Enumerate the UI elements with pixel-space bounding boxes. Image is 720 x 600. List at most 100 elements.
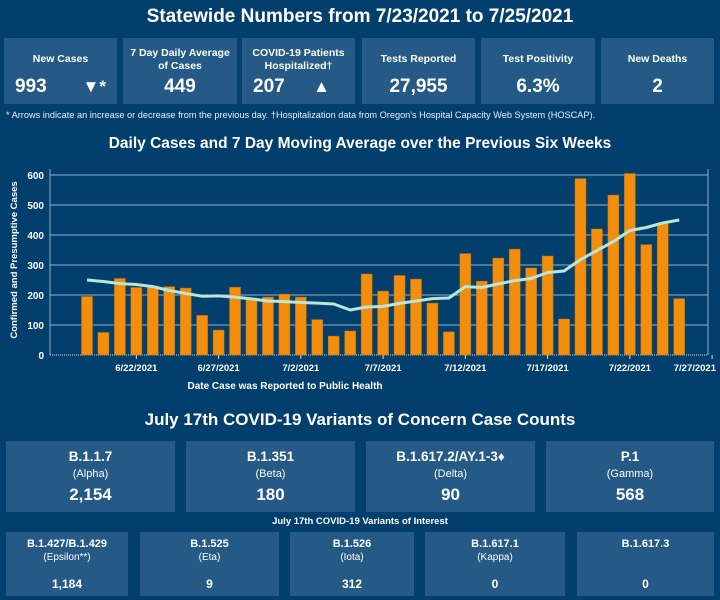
bar	[163, 286, 175, 356]
bar	[640, 244, 653, 356]
card-label: New Deaths	[627, 53, 688, 65]
y-axis-title: Confirmed and Presumptive Cases	[9, 181, 20, 338]
card-label: 7 Day Daily Average of Cases	[130, 46, 230, 72]
variant-count: 312	[341, 577, 363, 591]
card-value: 27,955	[389, 76, 448, 97]
variant-count: 0	[491, 577, 499, 591]
variant-of-interest-card: B.1.526 (Iota) 312	[290, 532, 414, 596]
card-value: 449	[164, 76, 196, 97]
bar	[574, 178, 587, 356]
bar	[212, 329, 225, 356]
bar	[426, 302, 439, 356]
y-tick-label: 400	[27, 231, 44, 242]
footnote: * Arrows indicate an increase or decreas…	[6, 110, 596, 120]
bar	[311, 319, 324, 356]
variant-of-concern-card: P.1 (Gamma) 568	[546, 441, 714, 512]
bar	[607, 194, 620, 356]
bar	[558, 318, 570, 356]
down-arrow-icon: ▼*	[82, 77, 106, 96]
bar	[525, 267, 537, 356]
x-tick-label: 7/22/2021	[609, 363, 652, 374]
bar	[147, 285, 159, 356]
card-value: 2	[652, 76, 663, 97]
bar	[459, 253, 472, 356]
variants-title: July 17th COVID-19 Variants of Concern C…	[144, 410, 576, 429]
cases-chart: 0 100 200 300 400 500 600 6/22/2021 6/27/2021 7/2…	[9, 169, 717, 392]
variant-name: B.1.525	[190, 538, 229, 550]
variant-name: B.1.427/B.1.429	[26, 538, 108, 550]
bar	[492, 257, 504, 356]
seven-day-average-card: 7 Day Daily Average of Cases 449	[123, 38, 237, 104]
variant-label: (Delta)	[433, 468, 467, 480]
moving-average-line	[86, 218, 680, 312]
chart-title: Daily Cases and 7 Day Moving Average ove…	[108, 135, 612, 152]
variant-label: (Gamma)	[606, 468, 654, 480]
variant-count: 2,154	[69, 485, 112, 504]
bar	[344, 330, 356, 356]
bar	[81, 296, 93, 356]
variant-name: B.1.1.7	[68, 449, 113, 464]
variant-of-interest-card: B.1.525 (Eta) 9	[140, 532, 279, 596]
new-cases-card: New Cases 993 ▼*	[4, 38, 117, 104]
bar	[328, 335, 340, 356]
bar	[97, 332, 110, 356]
variant-count: 1,184	[51, 577, 83, 591]
bar	[657, 223, 669, 356]
bar	[130, 287, 143, 356]
variant-of-concern-card: B.1.617.2/AY.1-3♦ (Delta) 90	[366, 441, 535, 512]
variant-label: (Epsilon**)	[43, 552, 91, 563]
bar	[508, 248, 521, 356]
bar	[278, 293, 291, 356]
variant-of-interest-card: B.1.427/B.1.429 (Epsilon**) 1,184	[6, 532, 128, 596]
variant-of-interest-card: B.1.617.1 (Kappa) 0	[425, 532, 565, 596]
variant-label: (Alpha)	[72, 468, 109, 480]
variant-count: 0	[642, 577, 649, 591]
bar	[393, 275, 406, 356]
card-label: COVID-19 Patients Hospitalized†	[252, 46, 345, 72]
card-value: 993	[15, 76, 47, 97]
y-tick-label: 600	[27, 171, 44, 182]
variant-name: B.1.617.2/AY.1-3♦	[396, 449, 505, 464]
variant-label: (Beta)	[255, 468, 286, 480]
variant-name: P.1	[620, 449, 640, 464]
variants-of-interest-title: July 17th COVID-19 Variants of Interest	[272, 516, 448, 527]
card-label: Tests Reported	[380, 53, 457, 65]
bar	[245, 297, 258, 356]
x-tick-label: 7/12/2021	[444, 363, 487, 374]
x-tick-label: 6/22/2021	[115, 363, 158, 374]
variant-name: B.1.617.3	[621, 538, 670, 550]
variant-count: 9	[206, 577, 213, 591]
bar	[443, 331, 455, 356]
x-tick-label: 7/7/2021	[365, 363, 403, 374]
test-positivity-card: Test Positivity 6.3%	[481, 38, 595, 104]
bar	[262, 296, 274, 356]
x-tick-label: 7/17/2021	[526, 363, 569, 374]
y-tick-label: 100	[27, 321, 44, 332]
variant-name: B.1.351	[246, 449, 295, 464]
bar	[196, 315, 208, 356]
variant-count: 568	[615, 485, 645, 504]
bar	[591, 228, 603, 356]
page-title: Statewide Numbers from 7/23/2021 to 7/25…	[146, 6, 574, 27]
card-label: Test Positivity	[502, 53, 574, 65]
bar	[377, 290, 389, 356]
y-tick-label: 500	[27, 201, 44, 212]
x-tick-label: 7/27/2021	[674, 363, 717, 374]
variant-of-concern-card: B.1.351 (Beta) 180	[186, 441, 355, 512]
hospitalized-card: COVID-19 Patients Hospitalized† 207 ▲	[242, 38, 355, 104]
y-tick-label: 200	[27, 291, 44, 302]
bar	[114, 278, 126, 356]
bar	[476, 280, 488, 356]
bar	[624, 173, 636, 356]
bar	[410, 278, 422, 356]
variant-count: 180	[256, 485, 285, 504]
y-tick-label: 300	[27, 261, 44, 272]
variant-label: (Eta)	[198, 552, 221, 563]
x-axis-title: Date Case was Reported to Public Health	[187, 381, 382, 392]
card-value: 207	[253, 76, 285, 97]
variant-count: 90	[441, 485, 460, 504]
card-value: 6.3%	[516, 76, 560, 97]
x-tick-label: 6/27/2021	[197, 363, 240, 374]
tests-reported-card: Tests Reported 27,955	[362, 38, 475, 104]
up-arrow-icon: ▲	[313, 77, 330, 96]
